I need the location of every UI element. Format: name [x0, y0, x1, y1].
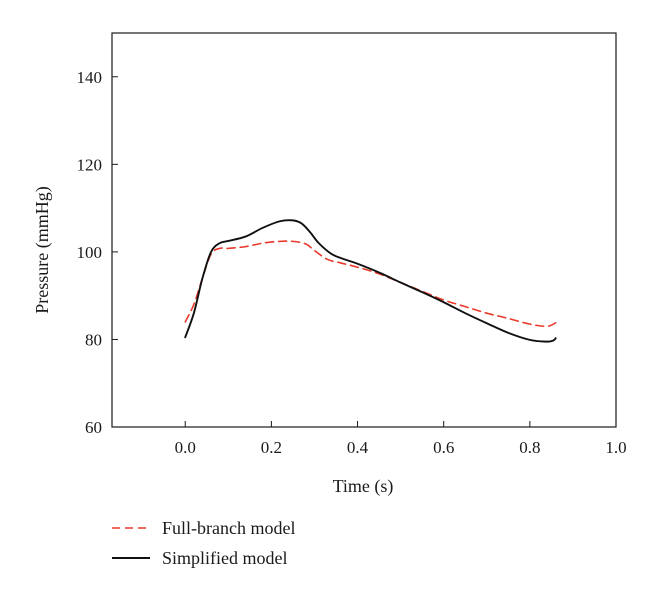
y-tick-label: 140 — [77, 68, 103, 87]
legend-label-simplified: Simplified model — [162, 548, 288, 568]
x-axis-label: Time (s) — [333, 476, 394, 497]
plot-frame — [111, 32, 617, 428]
series-line-full-branch — [184, 240, 557, 328]
y-axis-ticks: 60 80 100 120 140 — [77, 68, 118, 437]
x-tick-label: 0.8 — [519, 438, 540, 457]
y-tick-label: 60 — [85, 418, 102, 437]
y-axis-label: Pressure (mmHg) — [32, 186, 53, 313]
y-tick-label: 100 — [77, 243, 103, 262]
series-layer — [184, 219, 557, 343]
x-tick-label: 0.4 — [347, 438, 369, 457]
x-tick-label: 1.0 — [605, 438, 626, 457]
x-axis-ticks: 0.0 0.2 0.4 0.6 0.8 1.0 — [175, 421, 627, 457]
series-line-simplified — [184, 219, 557, 343]
x-tick-label: 0.0 — [175, 438, 196, 457]
x-tick-label: 0.2 — [261, 438, 282, 457]
y-tick-label: 120 — [77, 155, 103, 174]
legend: Full-branch model Simplified model — [112, 518, 295, 568]
legend-label-full-branch: Full-branch model — [162, 518, 295, 538]
x-tick-label: 0.6 — [433, 438, 454, 457]
y-tick-label: 80 — [85, 330, 102, 349]
plot-area — [111, 32, 617, 428]
